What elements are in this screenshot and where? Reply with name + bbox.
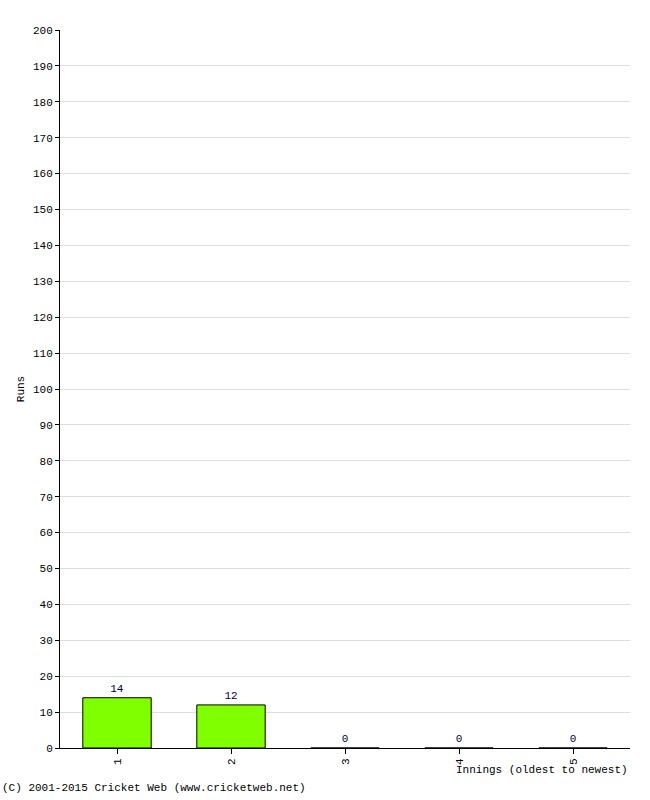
svg-text:130: 130 [33,276,53,288]
svg-text:80: 80 [40,456,53,468]
svg-text:200: 200 [33,25,53,37]
svg-text:20: 20 [40,671,53,683]
svg-text:2: 2 [226,758,238,765]
svg-text:0: 0 [570,733,577,745]
svg-text:14: 14 [110,683,124,695]
svg-text:120: 120 [33,312,53,324]
svg-text:Innings (oldest to newest): Innings (oldest to newest) [456,764,628,776]
svg-text:60: 60 [40,527,53,539]
svg-text:12: 12 [224,690,237,702]
svg-text:Runs: Runs [15,376,27,402]
svg-text:50: 50 [40,563,53,575]
svg-text:10: 10 [40,707,53,719]
svg-text:100: 100 [33,384,53,396]
svg-text:3: 3 [340,758,352,765]
svg-text:1: 1 [112,758,124,765]
svg-text:90: 90 [40,420,53,432]
svg-text:150: 150 [33,204,53,216]
svg-text:70: 70 [40,492,53,504]
svg-text:5: 5 [568,758,580,765]
svg-text:140: 140 [33,240,53,252]
svg-text:110: 110 [33,348,53,360]
svg-text:40: 40 [40,599,53,611]
svg-text:180: 180 [33,97,53,109]
svg-text:30: 30 [40,635,53,647]
svg-text:(C) 2001-2015 Cricket Web (www: (C) 2001-2015 Cricket Web (www.cricketwe… [2,782,306,794]
svg-text:160: 160 [33,168,53,180]
svg-text:0: 0 [46,743,53,755]
svg-text:4: 4 [454,758,466,765]
svg-text:0: 0 [342,733,349,745]
svg-text:190: 190 [33,61,53,73]
svg-text:0: 0 [456,733,463,745]
svg-text:170: 170 [33,133,53,145]
